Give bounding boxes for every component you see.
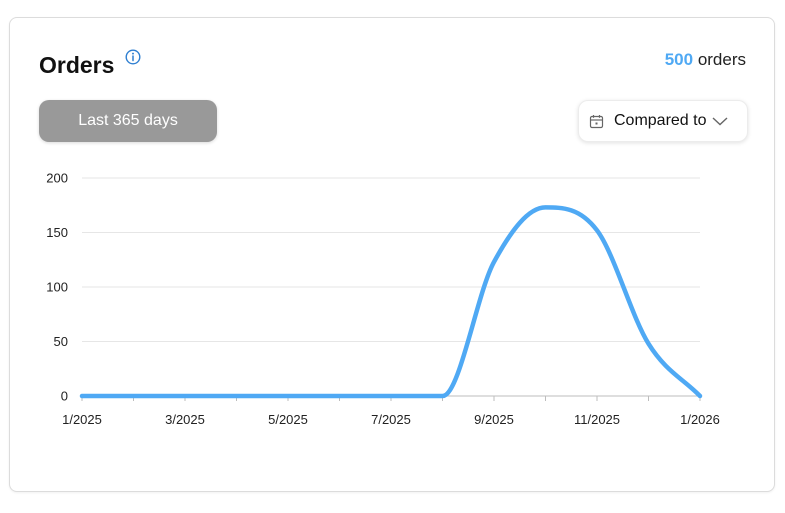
data-point[interactable] — [541, 202, 551, 212]
order-count-value: 500 — [664, 50, 694, 69]
card-title: Orders — [39, 52, 115, 78]
data-point[interactable] — [335, 391, 345, 401]
y-tick-label: 200 — [46, 171, 68, 186]
calendar-icon — [589, 114, 604, 128]
data-point[interactable] — [644, 339, 654, 349]
data-point[interactable] — [232, 391, 242, 401]
x-tick-label: 1/2025 — [62, 412, 102, 427]
y-tick-label: 0 — [61, 389, 68, 404]
chevron-down-icon — [712, 117, 727, 126]
x-tick-label: 3/2025 — [165, 412, 205, 427]
x-tick-label: 11/2025 — [574, 412, 620, 427]
date-range-label: Last 365 days — [78, 112, 178, 129]
data-point[interactable] — [438, 391, 448, 401]
data-point[interactable] — [695, 391, 705, 401]
x-tick-label: 5/2025 — [268, 412, 308, 427]
order-count: 500 orders — [665, 50, 746, 70]
compare-dropdown[interactable]: Compared to — [578, 100, 748, 142]
orders-card: Orders 500 orders Last 365 days Compared… — [9, 17, 775, 492]
order-count-unit: orders — [697, 50, 746, 69]
x-tick-label: 9/2025 — [474, 412, 514, 427]
y-tick-label: 150 — [46, 225, 68, 240]
x-tick-label: 1/2026 — [680, 412, 720, 427]
y-tick-label: 50 — [54, 334, 68, 349]
data-point[interactable] — [592, 225, 602, 235]
date-range-button[interactable]: Last 365 days — [39, 100, 217, 142]
data-point[interactable] — [77, 391, 87, 401]
y-tick-label: 100 — [46, 280, 68, 295]
orders-series-line — [79, 205, 703, 399]
x-tick-label: 7/2025 — [371, 412, 411, 427]
info-circle-icon[interactable] — [125, 49, 141, 65]
data-point[interactable] — [180, 391, 190, 401]
compare-label: Compared to — [614, 112, 707, 129]
data-point[interactable] — [386, 391, 396, 401]
data-point[interactable] — [489, 257, 499, 267]
data-point[interactable] — [283, 391, 293, 401]
data-point[interactable] — [129, 391, 139, 401]
